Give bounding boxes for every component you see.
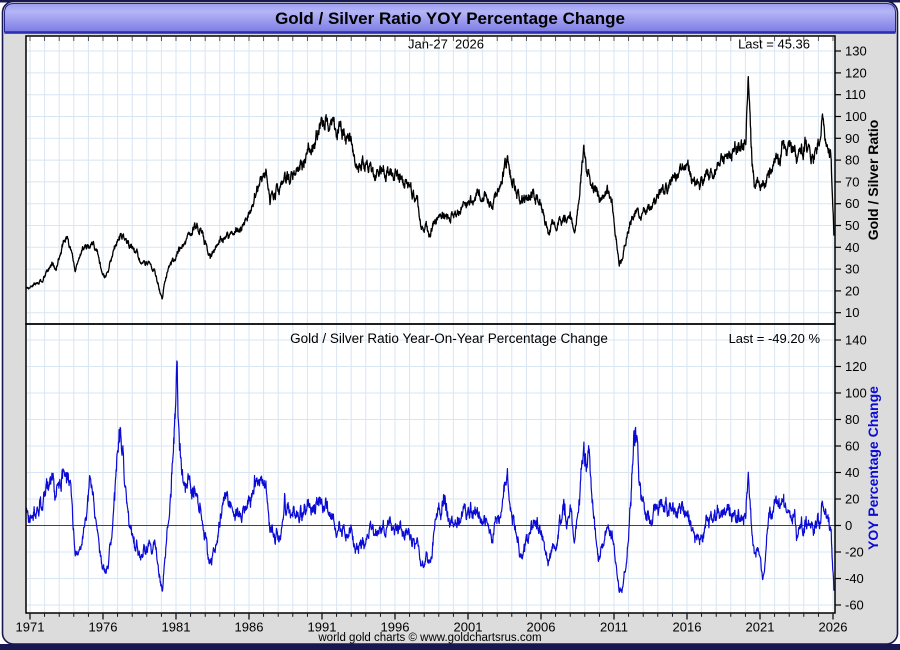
- yoy-ytick-label: 100: [845, 386, 867, 401]
- title-bar: [4, 3, 896, 33]
- yoy-last-label: Last = -49.20 %: [729, 331, 821, 346]
- x-tick-label: 2021: [746, 620, 775, 635]
- yoy-ytick-label: 20: [845, 492, 859, 507]
- yoy-panel-title: Gold / Silver Ratio Year-On-Year Percent…: [290, 331, 608, 346]
- yoy-ytick-label: 0: [845, 518, 852, 533]
- x-tick-label: 1981: [162, 620, 191, 635]
- x-tick-label: 1976: [89, 620, 118, 635]
- window-title: Gold / Silver Ratio YOY Percentage Chang…: [275, 9, 625, 28]
- x-tick-label: 2011: [600, 620, 628, 635]
- yoy-ytick-label: -20: [845, 545, 864, 560]
- axes: 10 20 30 40 50 60 70 80 90 100 110 120 130 -60 -40 -20 0…: [16, 36, 867, 635]
- ratio-ytick-label: 40: [845, 240, 859, 255]
- x-tick-label: 1996: [381, 620, 410, 635]
- yoy-ytick-label: -40: [845, 571, 864, 586]
- yoy-panel-border: [25, 323, 836, 614]
- yoy-ytick-label: 80: [845, 412, 859, 427]
- ratio-ytick-label: 80: [845, 153, 859, 168]
- ratio-ytick-label: 130: [845, 44, 867, 59]
- footer-credit: world gold charts © www.goldchartsrus.co…: [317, 632, 541, 644]
- x-tick-label: 2016: [673, 620, 702, 635]
- ratio-ytick-label: 100: [845, 109, 867, 124]
- series: [26, 75, 835, 594]
- yoy-panel-plot: [26, 324, 835, 613]
- x-tick-label: 2006: [527, 620, 556, 635]
- date-annotation: Jan-27 2026: [408, 37, 484, 52]
- yoy-ytick-label: 140: [845, 333, 867, 348]
- yoy-change-line: [26, 360, 835, 594]
- x-tick-label: 1986: [235, 620, 264, 635]
- ratio-axis-title: Gold / Silver Ratio: [865, 120, 881, 241]
- ratio-ytick-label: 110: [845, 87, 866, 102]
- ratio-ytick-label: 90: [845, 131, 859, 146]
- yoy-axis-title: YOY Percentage Change: [865, 386, 881, 550]
- ratio-ytick-label: 30: [845, 262, 859, 277]
- ratio-panel-plot: [26, 36, 835, 324]
- bottom-edge-strip: [0, 644, 900, 650]
- ratio-last-label: Last = 45.36: [738, 37, 810, 52]
- ratio-ytick-label: 20: [845, 283, 859, 298]
- ratio-ytick-label: 120: [845, 65, 867, 80]
- x-tick-label: 2026: [819, 620, 848, 635]
- yoy-ytick-label: 40: [845, 465, 859, 480]
- ratio-ytick-label: 10: [845, 305, 859, 320]
- yoy-ytick-label: -60: [845, 598, 864, 613]
- yoy-ytick-label: 120: [845, 359, 867, 374]
- gold-silver-ratio-line: [26, 75, 835, 300]
- ratio-ytick-label: 50: [845, 218, 859, 233]
- title-bar-bottom-edge: [4, 31, 896, 34]
- x-tick-label: 1971: [16, 620, 45, 635]
- x-tick-label: 2001: [454, 620, 483, 635]
- x-tick-label: 1991: [308, 620, 337, 635]
- yoy-ytick-label: 60: [845, 439, 859, 454]
- ratio-ytick-label: 60: [845, 196, 859, 211]
- ratio-ytick-label: 70: [845, 174, 859, 189]
